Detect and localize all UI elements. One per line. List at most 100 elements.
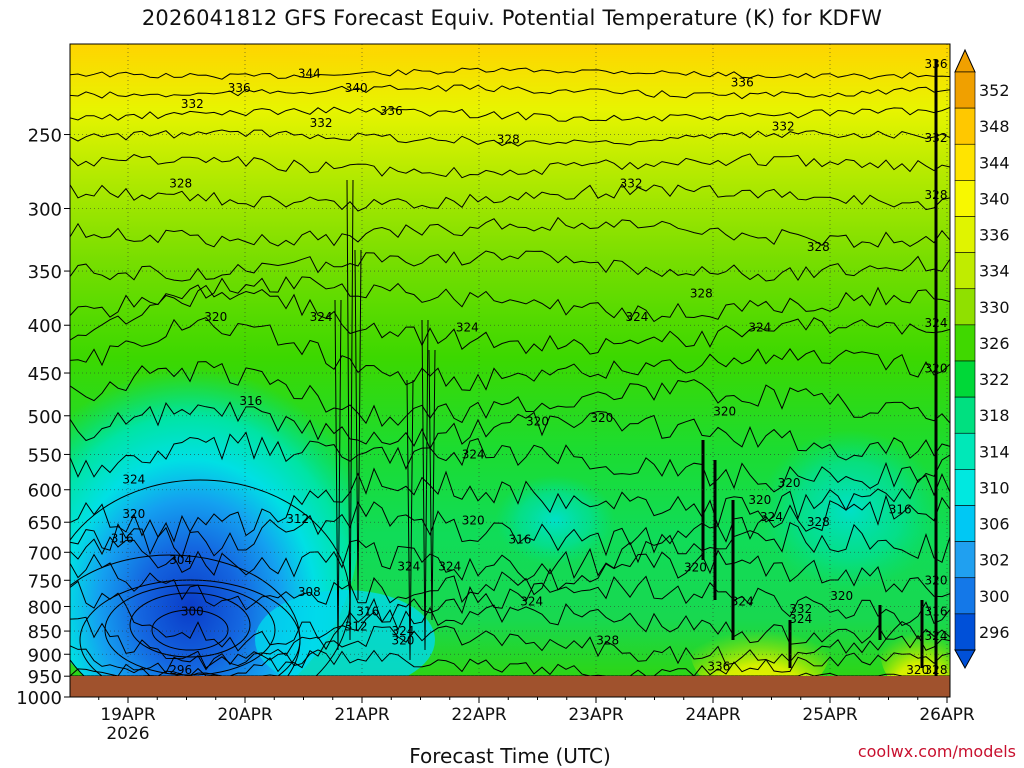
- chart-title: 2026041812 GFS Forecast Equiv. Potential…: [141, 6, 883, 30]
- y-tick-label: 400: [28, 316, 62, 337]
- contour-spike: [406, 379, 414, 661]
- x-tick-label: 26APR: [919, 705, 975, 725]
- colorbar-swatch: [954, 360, 976, 398]
- theta-e-field: [70, 44, 950, 697]
- contour-ring: [151, 609, 229, 651]
- contour-line: [70, 575, 950, 652]
- colorbar-swatch: [954, 613, 976, 651]
- colorbar-label: 330: [979, 298, 1010, 317]
- contour-label: 320: [713, 405, 736, 419]
- contour-label: 328: [925, 663, 948, 677]
- contour-line: [70, 84, 950, 100]
- colorbar-label: 334: [979, 262, 1010, 281]
- colorbar: 352 348 344 340 336 334 330 326 322 318 314 310 306 3…: [954, 48, 1010, 670]
- x-tick-sublabel: 2026: [106, 724, 149, 744]
- colorbar-swatch: [954, 505, 976, 542]
- contour-label: 316: [508, 532, 531, 546]
- contour-label: 316: [889, 503, 912, 517]
- contour-line: [70, 317, 950, 391]
- colorbar-swatch: [954, 432, 976, 470]
- contour-line: [70, 625, 950, 677]
- contour-label: 320: [925, 573, 948, 587]
- contour-line: [70, 129, 950, 147]
- x-tick-label: 19APR: [100, 705, 156, 725]
- contour-label: 324: [731, 594, 754, 608]
- contour-label: 320: [462, 513, 485, 527]
- colorbar-swatch: [954, 180, 976, 217]
- contour-label: 316: [239, 394, 262, 408]
- contour-line: [70, 549, 950, 611]
- contour-line: [70, 284, 950, 355]
- contour-label: 328: [690, 287, 713, 301]
- contour-ring: [70, 554, 301, 697]
- plot-frame: [69, 43, 951, 698]
- colorbar-label: 348: [979, 117, 1010, 136]
- x-tick-label: 21APR: [334, 705, 390, 725]
- y-tick-label: 700: [28, 543, 62, 564]
- contour-label: 300: [181, 605, 204, 619]
- contour-label: 324: [748, 320, 771, 334]
- contour-label: 324: [310, 310, 333, 324]
- colorbar-swatch: [954, 541, 976, 579]
- contour-label: 312: [286, 512, 309, 526]
- colorbar-bottom-arrow: [954, 649, 976, 670]
- contour-label: 296: [169, 663, 192, 677]
- colorbar-label: 322: [979, 370, 1010, 389]
- contour-label: 324: [397, 560, 420, 574]
- contour-spike: [346, 179, 354, 641]
- x-tick-label: 23APR: [568, 705, 624, 725]
- y-tick-label: 550: [28, 445, 62, 466]
- contour-label: 328: [807, 515, 830, 529]
- contour-label: 332: [181, 97, 204, 111]
- y-tick-label: 600: [28, 481, 62, 502]
- contour-label: 320: [925, 361, 948, 375]
- contour-label: 332: [620, 176, 643, 190]
- colorbar-swatch: [954, 216, 976, 253]
- contour-line: [70, 467, 950, 543]
- y-tick-label: 1000: [16, 688, 62, 709]
- colorbar-label: 318: [979, 406, 1010, 425]
- colorbar-label: 340: [979, 189, 1010, 208]
- colorbar-swatch: [954, 288, 976, 326]
- contour-label: 324: [625, 310, 648, 324]
- y-tick-label: 850: [28, 622, 62, 643]
- contour-label: 340: [345, 81, 368, 95]
- contour-line: [70, 250, 950, 282]
- y-tick-label: 900: [28, 645, 62, 666]
- contour-label: 324: [438, 560, 461, 574]
- colorbar-label: 310: [979, 478, 1010, 497]
- contour-label: 324: [456, 320, 479, 334]
- contour-label: 324: [789, 612, 812, 626]
- contour-label: 328: [497, 132, 520, 146]
- contour-label: 328: [169, 176, 192, 190]
- contour-label: 324: [925, 316, 948, 330]
- y-tick-label: 450: [28, 364, 62, 385]
- contour-label: 324: [925, 629, 948, 643]
- x-tick-label: 24APR: [685, 705, 741, 725]
- contour-label: 328: [807, 240, 830, 254]
- contour-label: 324: [760, 510, 783, 524]
- contour-label: 324: [462, 447, 485, 461]
- contour-label: 316: [356, 605, 379, 619]
- contour-line: [70, 401, 950, 461]
- y-tick-label: 350: [28, 262, 62, 283]
- source-credit[interactable]: coolwx.com/models: [857, 742, 1016, 761]
- contour-lines: [70, 60, 950, 697]
- contour-label: 324: [122, 472, 145, 486]
- contour-label: 336: [380, 104, 403, 118]
- contour-line: [70, 216, 950, 248]
- contour-line: [70, 431, 950, 493]
- contour-label: 312: [345, 619, 368, 633]
- colorbar-swatch: [954, 252, 976, 290]
- colorbar-swatch: [954, 469, 976, 506]
- contour-ring: [104, 584, 276, 676]
- x-tick-label: 25APR: [802, 705, 858, 725]
- y-tick-label: 500: [28, 407, 62, 428]
- contour-label: 324: [520, 594, 543, 608]
- x-tick-label: 22APR: [451, 705, 507, 725]
- contour-label: 304: [169, 553, 192, 567]
- contour-label: 316: [925, 605, 948, 619]
- contour-spike: [421, 319, 429, 651]
- contour-line: [70, 106, 950, 122]
